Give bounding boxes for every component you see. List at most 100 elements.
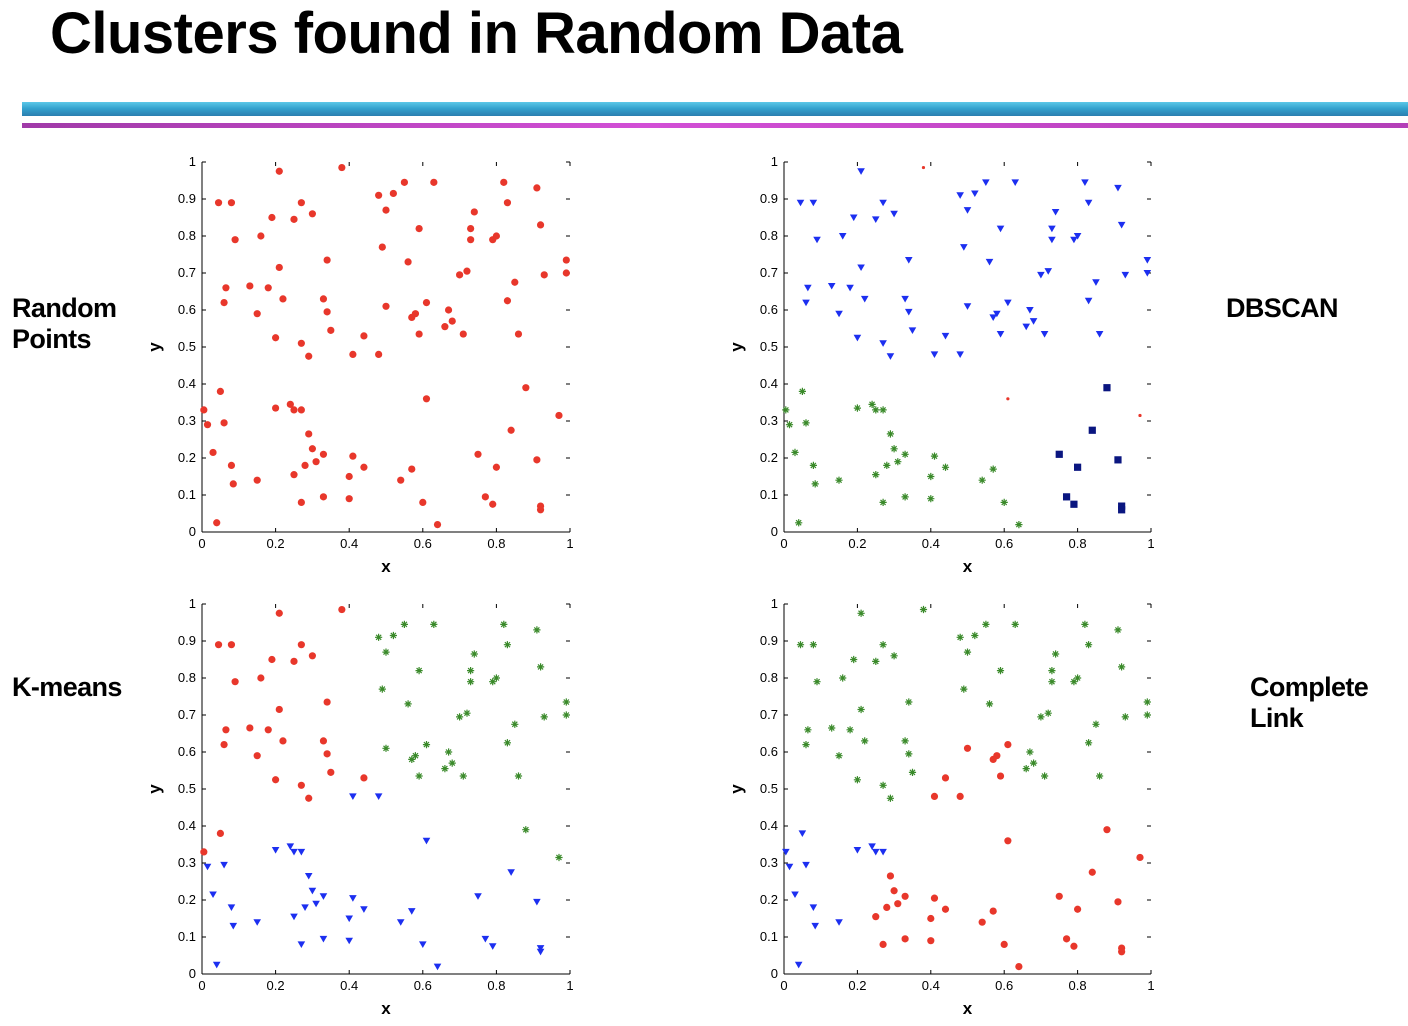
data-point-triangle [319,893,328,900]
data-point-circle [1062,935,1071,943]
data-point-circle [927,914,935,923]
data-point-circle [555,411,563,420]
x-tick-label: 0 [780,536,787,551]
x-tick-label: 0.8 [1069,978,1087,993]
data-point-triangle [827,282,836,290]
data-point-circle [257,232,265,240]
data-point-star [1096,772,1104,780]
data-point-triangle [871,848,880,856]
data-point-circle [213,519,221,527]
y-tick-label: 0.4 [178,818,196,833]
data-point-star [456,713,464,721]
data-point-circle [297,199,305,207]
data-point-star [492,674,500,682]
data-point-triangle [304,872,313,880]
data-point-triangle [1011,179,1020,186]
data-point-star [804,726,812,734]
data-point-circle [533,456,541,464]
data-point-triangle [536,948,545,956]
data-point-triangle [791,891,799,899]
data-point-triangle [908,327,917,334]
data-point-triangle [971,190,979,198]
data-point-circle [231,678,239,686]
x-tick-label: 1 [1147,978,1154,993]
data-point-triangle [301,904,309,911]
data-point-triangle [871,216,880,223]
data-point-star [890,652,898,660]
data-point-circle [227,199,236,207]
data-point-noise [1138,413,1142,418]
data-point-square [1114,456,1122,464]
data-point-star [1048,678,1056,686]
data-point-star [375,633,383,641]
data-point-star [1022,765,1030,773]
y-tick-label: 0.9 [760,633,778,648]
data-point-star [802,741,810,749]
data-point-star [828,724,836,732]
data-point-triangle [536,945,545,952]
y-tick-label: 0.8 [178,228,196,243]
data-point-triangle [407,908,416,915]
data-point-circle [1088,868,1096,876]
label-complete-link-line-2: Link [1250,703,1304,733]
data-point-triangle [835,310,843,318]
data-point-circle [1074,905,1082,913]
data-point-circle [533,184,541,192]
x-tick-label: 0.6 [995,978,1013,993]
data-point-circle [360,463,368,471]
y-tick-label: 0.5 [760,339,778,354]
data-point-triangle [1070,236,1078,244]
data-point-star [503,739,511,747]
label-k-means: K-means [12,672,122,703]
data-point-triangle [904,257,913,264]
data-point-circle [297,641,305,649]
data-point-star [890,445,898,453]
data-point-triangle [802,299,810,307]
data-point-star [1044,709,1052,717]
y-tick-label: 0.8 [760,670,778,685]
y-axis-label: y [727,784,746,794]
data-point-star [1011,620,1019,628]
data-point-circle [319,295,328,303]
data-point-triangle [860,295,869,303]
data-point-triangle [886,353,895,360]
data-point-triangle [868,843,876,850]
data-point-triangle [1026,307,1034,314]
data-point-circle [360,332,368,340]
x-axis-label: x [381,999,391,1018]
data-point-triangle [901,295,909,303]
data-point-triangle [345,937,353,945]
data-point-star [1114,626,1122,634]
data-point-circle [930,894,939,902]
data-point-triangle [290,913,298,921]
data-point-circle [1000,940,1008,949]
y-tick-label: 0.7 [178,265,196,280]
y-tick-label: 0.6 [178,302,196,317]
data-point-triangle [879,848,887,856]
y-tick-label: 0.5 [760,781,778,796]
data-point-triangle [1044,268,1053,275]
data-point-circle [338,605,346,614]
x-tick-label: 1 [566,978,573,993]
data-point-circle [200,406,208,414]
data-point-triangle [227,904,236,911]
data-point-circle [323,698,331,706]
data-point-star [901,450,909,458]
data-point-circle [511,278,519,286]
data-point-star [1026,748,1034,756]
data-point-circle [1055,892,1063,900]
y-tick-label: 0.7 [760,265,778,280]
data-point-circle [214,199,223,207]
data-point-triangle [474,893,482,900]
data-point-star [1070,678,1078,686]
data-point-circle [492,463,500,471]
y-tick-label: 1 [771,154,778,169]
data-point-circle [430,178,438,186]
data-point-circle [246,282,254,290]
data-point-circle [883,903,891,912]
data-point-triangle [813,236,821,244]
data-point-star [941,463,950,471]
data-point-star [791,448,799,457]
